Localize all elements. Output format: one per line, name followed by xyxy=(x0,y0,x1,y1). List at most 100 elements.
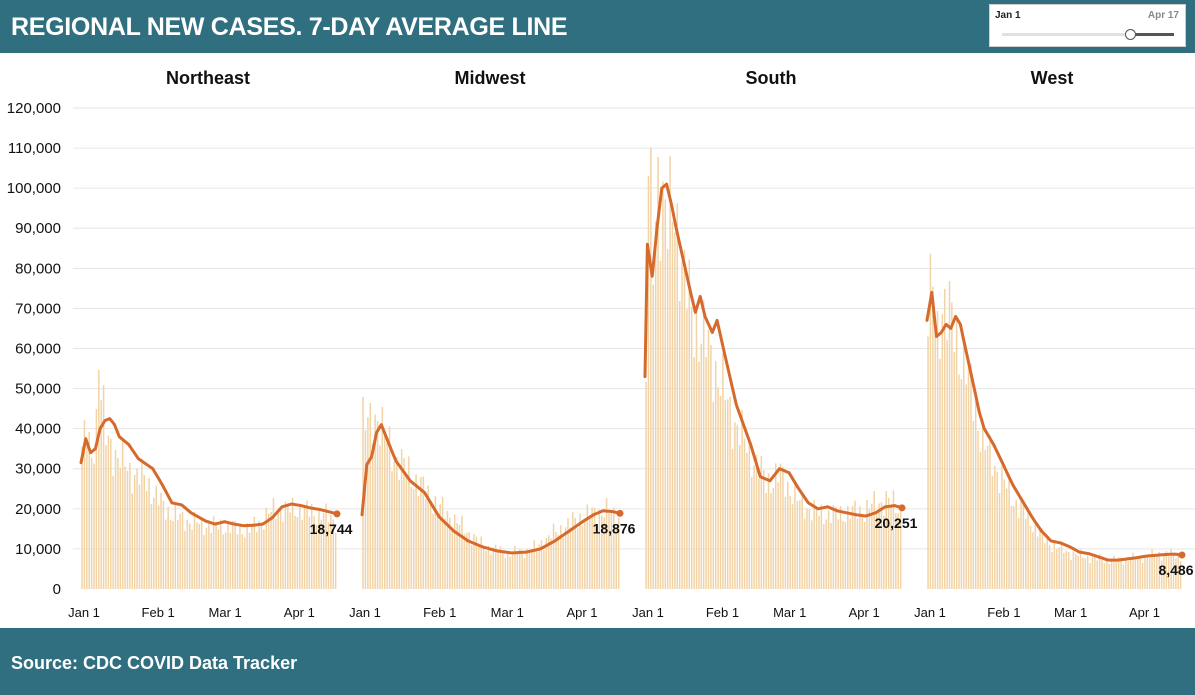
daily-bar xyxy=(871,503,873,589)
daily-bar xyxy=(762,470,765,589)
daily-bar xyxy=(722,353,724,589)
daily-bar xyxy=(1077,555,1079,589)
daily-bar xyxy=(1137,556,1139,589)
x-tick-label: Jan 1 xyxy=(632,605,664,620)
daily-bar xyxy=(753,465,755,589)
daily-bar xyxy=(695,311,698,589)
last-value-label: 8,486 xyxy=(1158,562,1193,578)
daily-bar xyxy=(960,379,963,589)
daily-bar xyxy=(830,522,832,589)
daily-bar xyxy=(690,307,693,589)
daily-bar xyxy=(1005,488,1008,589)
daily-bar xyxy=(875,512,878,589)
daily-bar xyxy=(511,552,514,589)
daily-bar xyxy=(456,523,458,589)
daily-bar xyxy=(856,518,859,589)
daily-bar xyxy=(1082,557,1084,589)
daily-bar xyxy=(265,507,268,589)
daily-bar xyxy=(1117,557,1120,589)
daily-bar xyxy=(1151,549,1153,589)
last-point xyxy=(1178,551,1186,559)
y-tick-label: 60,000 xyxy=(15,340,61,357)
panel-title: South xyxy=(746,68,797,88)
daily-bar xyxy=(779,463,782,589)
daily-bar xyxy=(330,515,332,589)
daily-bar xyxy=(1048,545,1051,589)
daily-bar xyxy=(258,521,260,589)
slider-track[interactable] xyxy=(1002,33,1174,36)
daily-bar xyxy=(239,524,241,589)
daily-bar xyxy=(480,536,482,589)
daily-bar xyxy=(654,221,657,590)
daily-bar xyxy=(367,417,369,589)
daily-bar xyxy=(1160,560,1163,589)
daily-bar xyxy=(229,532,232,589)
daily-bar xyxy=(444,518,446,589)
daily-bar xyxy=(1017,517,1020,589)
daily-bar xyxy=(955,315,958,589)
daily-bar xyxy=(939,358,941,589)
daily-bar xyxy=(717,387,719,589)
daily-bar xyxy=(970,363,972,589)
daily-bar xyxy=(787,481,789,589)
daily-bar xyxy=(415,474,417,589)
daily-bar xyxy=(1148,557,1151,589)
last-point xyxy=(333,510,341,518)
daily-bar xyxy=(487,545,490,589)
daily-bar xyxy=(943,288,946,589)
daily-bar xyxy=(702,300,705,589)
y-tick-label: 20,000 xyxy=(15,501,61,518)
daily-bar xyxy=(676,203,679,589)
daily-bar xyxy=(1115,561,1118,589)
daily-bar xyxy=(688,259,691,589)
daily-bar xyxy=(315,524,318,589)
daily-bar xyxy=(645,381,647,589)
daily-bar xyxy=(765,492,767,589)
daily-bar xyxy=(98,369,100,589)
daily-bar xyxy=(984,449,986,589)
slider-handle[interactable] xyxy=(1125,29,1136,40)
daily-bar xyxy=(827,510,830,589)
daily-bar xyxy=(193,511,196,589)
daily-bar xyxy=(1025,518,1027,589)
daily-bar xyxy=(167,506,169,589)
y-tick-label: 40,000 xyxy=(15,421,61,438)
daily-bar xyxy=(743,438,746,589)
daily-bar xyxy=(188,523,191,589)
daily-bar xyxy=(220,519,222,589)
daily-bar xyxy=(131,493,134,589)
date-range-slider[interactable]: Jan 1 Apr 17 xyxy=(989,4,1186,47)
daily-bar xyxy=(1110,559,1113,589)
daily-bar xyxy=(174,504,177,589)
daily-bar xyxy=(393,461,396,589)
daily-bar xyxy=(1091,556,1094,589)
daily-bar xyxy=(863,522,866,589)
daily-bar xyxy=(253,516,256,589)
daily-bar xyxy=(986,445,989,589)
daily-bar xyxy=(895,513,897,589)
daily-bar xyxy=(205,527,208,589)
daily-bar xyxy=(441,496,444,589)
daily-bar xyxy=(198,523,201,589)
daily-bar xyxy=(381,406,384,589)
daily-bar xyxy=(417,495,420,589)
daily-bar xyxy=(100,400,102,589)
daily-bar xyxy=(177,519,179,589)
daily-bar xyxy=(119,467,122,589)
daily-bar xyxy=(782,466,784,589)
daily-bar xyxy=(946,340,948,589)
daily-bar xyxy=(847,505,849,589)
daily-bar xyxy=(647,175,650,589)
page-title: REGIONAL NEW CASES. 7-DAY AVERAGE LINE xyxy=(11,13,568,41)
daily-bar xyxy=(410,487,413,589)
daily-bar xyxy=(880,502,883,589)
daily-bar xyxy=(897,513,899,589)
daily-bar xyxy=(767,473,770,589)
daily-bar xyxy=(1075,553,1077,589)
daily-bar xyxy=(967,359,970,589)
daily-bar xyxy=(777,482,779,589)
daily-bar xyxy=(686,309,688,589)
daily-bar xyxy=(693,357,695,589)
x-tick-label: Apr 1 xyxy=(1129,605,1160,620)
daily-bar xyxy=(557,534,560,589)
